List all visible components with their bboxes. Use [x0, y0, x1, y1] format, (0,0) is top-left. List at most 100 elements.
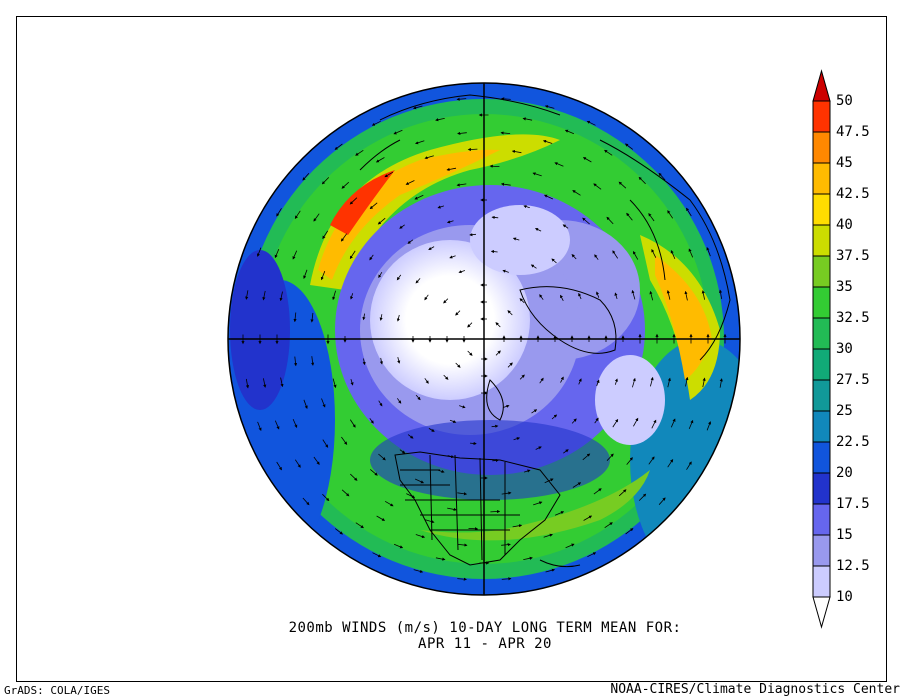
- wind-vector: [407, 239, 414, 244]
- wind-vector: [667, 210, 674, 219]
- wind-vector: [612, 250, 619, 259]
- wind-vector: [447, 507, 457, 511]
- wind-vector: [578, 378, 582, 385]
- wind-vector: [633, 417, 639, 427]
- wind-vector: [321, 398, 326, 408]
- colorbar-swatch: [812, 565, 831, 598]
- colorbar-swatch: [812, 162, 831, 195]
- wind-vector: [560, 294, 564, 301]
- wind-vector: [293, 312, 297, 323]
- wind-vector: [313, 456, 320, 465]
- wind-vector: [369, 418, 374, 424]
- wind-vector: [407, 434, 414, 439]
- colorbar-swatch: [812, 193, 831, 226]
- wind-vector: [372, 552, 382, 558]
- wind-vector: [280, 377, 284, 388]
- wind-vector: [513, 437, 521, 441]
- wind-vector: [294, 210, 301, 219]
- wind-vector: [594, 254, 599, 260]
- wind-vector: [685, 376, 689, 387]
- wind-vector: [571, 254, 577, 260]
- wind-vector: [650, 376, 654, 387]
- footer-right: NOAA-CIRES/Climate Diagnostics Center: [610, 682, 900, 697]
- wind-vector: [501, 577, 512, 581]
- wind-vector: [604, 149, 613, 156]
- colorbar-swatch: [812, 534, 831, 567]
- wind-vector: [586, 120, 596, 126]
- wind-vector: [467, 350, 473, 356]
- wind-vector: [701, 290, 705, 300]
- wind-vector: [378, 400, 383, 407]
- wind-vector: [332, 290, 336, 301]
- colorbar-tick-label: 35: [836, 279, 853, 295]
- wind-vector: [535, 446, 542, 450]
- wind-vector: [489, 164, 500, 168]
- wind-vector: [370, 469, 378, 476]
- wind-vector: [425, 519, 435, 524]
- wind-vector: [523, 556, 533, 560]
- wind-vector: [490, 509, 501, 514]
- wind-vector: [469, 441, 477, 446]
- wind-vector: [614, 292, 618, 300]
- wind-vector: [292, 418, 298, 429]
- wind-vector: [428, 428, 435, 432]
- wind-vector: [424, 294, 429, 301]
- wind-vector: [631, 289, 636, 300]
- wind-vector: [593, 183, 602, 190]
- wind-vector: [397, 357, 401, 364]
- wind-vector: [501, 491, 512, 495]
- colorbar-tick-label: 27.5: [836, 372, 870, 388]
- wind-vector: [446, 220, 454, 224]
- wind-vector: [415, 534, 426, 539]
- wind-vector: [560, 376, 564, 383]
- map-boundary: [227, 82, 741, 596]
- wind-vector: [415, 278, 421, 284]
- wind-vector: [658, 172, 666, 181]
- wind-vector: [606, 216, 614, 225]
- wind-vector: [396, 398, 402, 404]
- wind-vector: [428, 246, 435, 250]
- wind-vector: [362, 358, 366, 366]
- colorbar-tick-label: 40: [836, 217, 853, 233]
- wind-vector: [415, 394, 421, 401]
- colorbar-tick-label: 37.5: [836, 248, 870, 264]
- wind-vector: [519, 298, 525, 304]
- coastlines: [359, 94, 731, 568]
- colorbar-tick-label: 25: [836, 403, 853, 419]
- wind-vector: [544, 105, 555, 109]
- wind-vector: [311, 356, 315, 366]
- wind-vector: [667, 459, 674, 468]
- plot-frame: [16, 16, 887, 682]
- wind-vector: [688, 419, 694, 430]
- colorbar-swatch: [812, 410, 831, 443]
- wind-vector: [495, 350, 501, 356]
- colorbar-swatch: [812, 472, 831, 505]
- wind-vector: [256, 247, 262, 257]
- plot-title-line2: APR 11 - APR 20: [418, 636, 552, 652]
- wind-vector: [571, 418, 577, 424]
- wind-vector: [393, 129, 403, 135]
- wind-vector: [638, 176, 646, 185]
- wind-vector: [412, 105, 423, 110]
- colorbar-tick-label: 17.5: [836, 496, 870, 512]
- wind-vector: [533, 501, 543, 506]
- wind-vector: [522, 117, 533, 121]
- wind-vector: [551, 258, 557, 264]
- wind-vector: [443, 298, 449, 304]
- wind-vector: [534, 228, 542, 232]
- wind-vector: [500, 182, 511, 186]
- wind-vector: [399, 449, 406, 454]
- colorbar-tick-label: 47.5: [836, 124, 870, 140]
- wind-vector: [562, 224, 569, 229]
- wind-vector: [651, 248, 657, 258]
- wind-vector: [457, 543, 468, 547]
- wind-vector: [632, 377, 636, 388]
- wind-vector: [667, 377, 671, 388]
- wind-vector: [649, 290, 654, 301]
- wind-vector: [604, 522, 613, 529]
- colorbar-swatch: [812, 131, 831, 164]
- wind-vector: [303, 399, 308, 409]
- wind-vector: [302, 173, 310, 181]
